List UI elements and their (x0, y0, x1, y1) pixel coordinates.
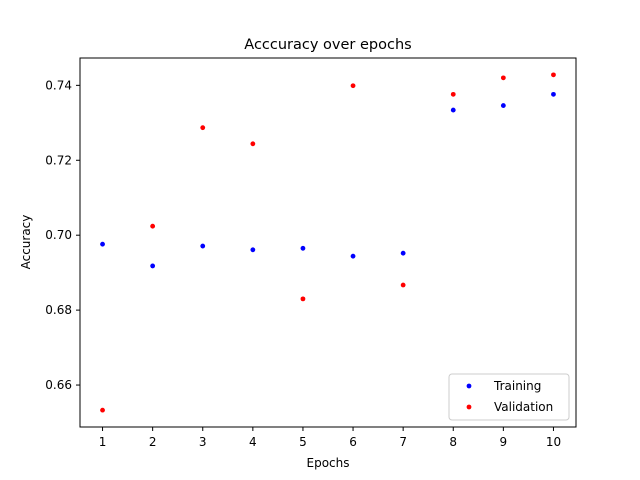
validation-point (450, 91, 456, 97)
y-tick-label: 0.72 (45, 153, 72, 167)
x-tick-label: 6 (349, 435, 357, 449)
y-tick-label: 0.70 (45, 228, 72, 242)
x-axis-ticks: 1 2 3 4 5 6 7 8 9 10 (99, 427, 561, 449)
validation-point (400, 282, 406, 288)
y-tick-label: 0.66 (45, 378, 72, 392)
validation-point (500, 75, 506, 81)
training-point (551, 91, 556, 97)
training-point (300, 245, 306, 251)
training-point (150, 263, 156, 269)
series-validation (100, 72, 556, 413)
y-tick-label: 0.74 (45, 78, 72, 92)
training-point (400, 250, 406, 256)
legend: Training Validation (448, 373, 570, 421)
legend-label-validation: Validation (494, 400, 553, 414)
x-tick-label: 7 (399, 435, 407, 449)
series-layer (100, 72, 556, 413)
x-tick-label: 4 (249, 435, 257, 449)
x-tick-label: 2 (149, 435, 157, 449)
x-tick-label: 9 (500, 435, 508, 449)
training-point (250, 247, 256, 253)
training-point (450, 107, 456, 113)
training-point (350, 253, 356, 259)
chart-title: Acccuracy over epochs (244, 37, 411, 53)
validation-point (250, 141, 256, 147)
x-axis-label: Epochs (307, 456, 350, 470)
legend-label-training: Training (493, 379, 541, 393)
legend-box (448, 373, 570, 421)
x-tick-label: 5 (299, 435, 307, 449)
y-axis-ticks: 0.66 0.68 0.70 0.72 0.74 (45, 78, 80, 392)
validation-point (350, 83, 356, 89)
x-tick-label: 8 (449, 435, 457, 449)
training-point (200, 243, 206, 249)
validation-point (551, 72, 556, 78)
validation-point (100, 407, 105, 413)
legend-marker-training (466, 383, 472, 389)
validation-point (150, 223, 156, 229)
x-tick-label: 1 (99, 435, 107, 449)
y-axis-label: Accuracy (19, 215, 33, 270)
x-tick-label: 10 (546, 435, 561, 449)
x-tick-label: 3 (199, 435, 207, 449)
validation-point (200, 125, 206, 131)
series-training (100, 91, 556, 269)
training-point (500, 103, 506, 108)
legend-marker-validation (466, 404, 472, 410)
plot-frame (79, 57, 577, 428)
training-point (100, 241, 105, 247)
y-tick-label: 0.68 (45, 303, 72, 317)
plot-area (80, 58, 576, 427)
validation-point (300, 296, 306, 302)
